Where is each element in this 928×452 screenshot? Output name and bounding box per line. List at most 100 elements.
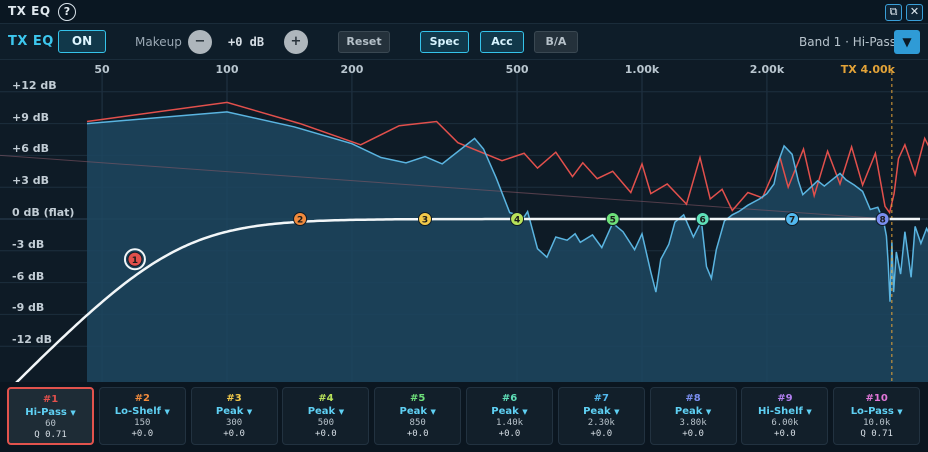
band-node-7[interactable]: 7 xyxy=(785,212,800,226)
close-window-icon[interactable]: ✕ xyxy=(906,4,923,21)
band-number: #6 xyxy=(501,393,518,404)
band-node-dot xyxy=(695,212,710,226)
band-type-dropdown[interactable]: Peak ▼ xyxy=(283,406,368,417)
db-tick-label: +12 dB xyxy=(12,78,57,92)
band-node-4[interactable]: 4 xyxy=(510,212,525,226)
band-frequency[interactable]: 6.00k xyxy=(771,418,799,428)
band-gain-or-q[interactable]: +0.0 xyxy=(682,429,704,439)
reset-button[interactable]: Reset xyxy=(338,31,390,53)
band-strip: #1 Hi-Pass ▼ 60 Q 0.71 #2 Lo-Shelf ▼ 150 +0.0 #3… xyxy=(0,382,928,452)
band-type-dropdown[interactable]: Peak ▼ xyxy=(651,406,736,417)
band-frequency[interactable]: 3.80k xyxy=(679,418,707,428)
freq-tick-label: 50 xyxy=(94,63,110,76)
band-gain-or-q[interactable]: +0.0 xyxy=(498,429,521,439)
makeup-value: +0 dB xyxy=(228,35,265,49)
chevron-down-icon: ▼ xyxy=(806,408,812,416)
db-tick-label: +3 dB xyxy=(12,174,49,188)
band-frequency[interactable]: 2.30k xyxy=(587,418,615,428)
band-cell-3[interactable]: #3 Peak ▼ 300 +0.0 xyxy=(190,387,278,445)
spectrum-trace xyxy=(86,111,928,302)
chevron-down-icon: ▼ xyxy=(614,408,620,416)
freq-tick-label: 1.00k xyxy=(624,63,660,76)
band-type-dropdown[interactable]: Peak ▼ xyxy=(559,406,644,417)
band-node-dot xyxy=(293,212,308,226)
band-type-dropdown[interactable]: Hi-Pass ▼ xyxy=(9,407,92,418)
band-gain-or-q[interactable]: Q 0.71 xyxy=(34,430,67,440)
eq-graph[interactable]: 1 2 3 4 5 6 7 8 50 100 200 500 1.00k 2.00k +12 dB +9 d… xyxy=(0,60,928,382)
restore-window-icon[interactable]: ⧉ xyxy=(885,4,902,21)
band-gain-or-q[interactable]: +0.0 xyxy=(315,429,337,439)
eq-graph-canvas[interactable]: 1 2 3 4 5 6 7 8 xyxy=(0,60,928,382)
help-icon[interactable]: ? xyxy=(58,3,76,21)
band-number: #4 xyxy=(318,393,334,404)
freq-tick-label: 500 xyxy=(505,63,529,76)
band-gain-or-q[interactable]: +0.0 xyxy=(590,429,613,439)
band-frequency[interactable]: 10.0k xyxy=(863,418,891,428)
band-nodes[interactable]: 1 2 3 4 5 6 7 8 xyxy=(123,212,890,271)
chevron-down-icon: ▼ xyxy=(897,408,903,416)
band-selector-label[interactable]: Band 1 · Hi-Pass xyxy=(799,35,896,49)
band-node-1[interactable]: 1 xyxy=(123,248,146,271)
band-number: #8 xyxy=(685,393,701,404)
chevron-down-icon: ▼ xyxy=(338,408,345,416)
band-type-dropdown[interactable]: Peak ▼ xyxy=(375,406,460,417)
band-frequency[interactable]: 850 xyxy=(409,418,426,428)
band-type-dropdown[interactable]: Lo-Shelf ▼ xyxy=(100,406,185,417)
freq-tick-label: 100 xyxy=(215,63,239,76)
eq-on-toggle[interactable]: ON xyxy=(58,30,106,53)
band-gain-or-q[interactable]: +0.0 xyxy=(774,429,796,439)
chevron-down-icon: ▼ xyxy=(430,408,436,416)
band-node-5[interactable]: 5 xyxy=(605,212,620,226)
band-gain-or-q[interactable]: +0.0 xyxy=(406,429,429,439)
band-node-label: 1 xyxy=(132,256,138,266)
band-number: #3 xyxy=(226,393,242,404)
db-tick-label: -9 dB xyxy=(12,301,45,315)
band-cell-5[interactable]: #5 Peak ▼ 850 +0.0 xyxy=(374,387,462,445)
band-type-label: Peak xyxy=(399,406,427,417)
band-node-label: 7 xyxy=(789,216,795,226)
band-cell-4[interactable]: #4 Peak ▼ 500 +0.0 xyxy=(282,387,370,445)
band-frequency[interactable]: 60 xyxy=(45,419,56,429)
band-node-6[interactable]: 6 xyxy=(695,212,710,226)
peak-hold-trace xyxy=(86,101,928,215)
chevron-down-icon: ▼ xyxy=(164,408,170,416)
band-node-3[interactable]: 3 xyxy=(418,212,433,226)
band-frequency[interactable]: 150 xyxy=(134,418,151,428)
band-frequency[interactable]: 1.40k xyxy=(495,418,524,428)
band-node-dot xyxy=(418,212,433,226)
chevron-down-icon: ▼ xyxy=(246,408,253,416)
title-bar: TX EQ ? ⧉ ✕ xyxy=(0,0,928,24)
band-node-2[interactable]: 2 xyxy=(293,212,308,226)
band-frequency[interactable]: 300 xyxy=(225,418,243,428)
band-gain-or-q[interactable]: +0.0 xyxy=(223,429,245,439)
band-node-8[interactable]: 8 xyxy=(875,212,890,226)
band-node-dot xyxy=(510,212,525,226)
band-type-dropdown[interactable]: Lo-Pass ▼ xyxy=(834,406,919,417)
band-type-label: Lo-Shelf xyxy=(114,406,161,417)
band-gain-or-q[interactable]: +0.0 xyxy=(131,429,154,439)
band-gain-or-q[interactable]: Q 0.71 xyxy=(860,429,893,439)
makeup-increase-button[interactable]: + xyxy=(284,30,308,54)
band-cell-8[interactable]: #8 Peak ▼ 3.80k +0.0 xyxy=(649,387,737,445)
band-cell-9[interactable]: #9 Hi-Shelf ▼ 6.00k +0.0 xyxy=(741,387,829,445)
db-tick-label: -3 dB xyxy=(12,237,45,251)
band-type-label: Peak xyxy=(674,406,703,417)
band-frequency[interactable]: 500 xyxy=(317,418,335,428)
makeup-decrease-button[interactable]: − xyxy=(188,30,212,54)
band-type-dropdown[interactable]: Hi-Shelf ▼ xyxy=(742,406,827,417)
band-cell-6[interactable]: #6 Peak ▼ 1.40k +0.0 xyxy=(466,387,553,445)
ab-compare-button[interactable]: B/A xyxy=(534,31,578,53)
spectrum-toggle-button[interactable]: Spec xyxy=(420,31,469,53)
spectrum-fill xyxy=(87,111,928,382)
band-cell-10[interactable]: #10 Lo-Pass ▼ 10.0k Q 0.71 xyxy=(833,387,921,445)
band-type-dropdown[interactable]: Peak ▼ xyxy=(467,406,552,417)
band-cell-7[interactable]: #7 Peak ▼ 2.30k +0.0 xyxy=(557,387,645,445)
band-number: #7 xyxy=(593,393,609,404)
band-cell-2[interactable]: #2 Lo-Shelf ▼ 150 +0.0 xyxy=(98,387,186,445)
band-type-dropdown[interactable]: Peak ▼ xyxy=(192,406,277,417)
band-node-label: 6 xyxy=(700,216,706,226)
band-dropdown-icon[interactable]: ▼ xyxy=(894,30,920,54)
accumulate-toggle-button[interactable]: Acc xyxy=(480,31,524,53)
selected-node-ring xyxy=(123,248,146,271)
band-cell-1[interactable]: #1 Hi-Pass ▼ 60 Q 0.71 xyxy=(7,387,94,445)
